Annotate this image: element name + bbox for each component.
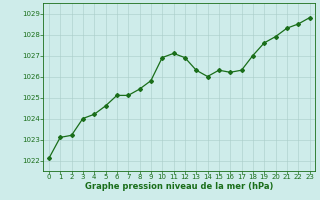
X-axis label: Graphe pression niveau de la mer (hPa): Graphe pression niveau de la mer (hPa): [85, 182, 273, 191]
